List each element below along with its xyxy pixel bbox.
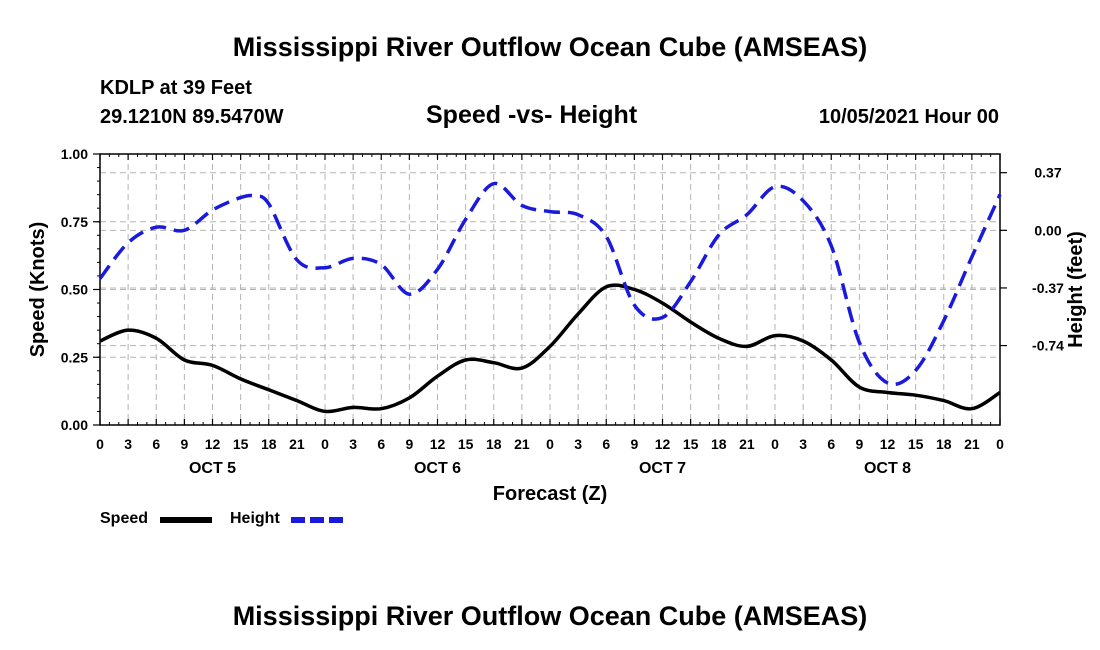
axis-layer (93, 153, 1007, 426)
y-left-tick-label: 0.75 (61, 214, 88, 230)
grid-layer (100, 154, 1000, 425)
speed-series-line (99, 283, 1001, 414)
x-tick-label: 21 (289, 436, 305, 452)
x-tick-label: 9 (855, 436, 863, 452)
x-tick-label: 6 (152, 436, 160, 452)
x-tick-label: 21 (514, 436, 530, 452)
x-tick-label: 6 (827, 436, 835, 452)
x-tick-label: 15 (233, 436, 249, 452)
day-label: OCT 6 (414, 460, 461, 477)
y-right-axis-title: Height (feet) (1065, 231, 1087, 348)
x-tick-label: 18 (486, 436, 502, 452)
y-left-axis-title: Speed (Knots) (27, 222, 49, 358)
x-tick-label: 15 (458, 436, 474, 452)
chart-title-bottom: Mississippi River Outflow Ocean Cube (AM… (232, 601, 868, 631)
y-right-tick-label: -0.74 (1032, 338, 1064, 354)
legend-speed-swatch (160, 517, 212, 523)
x-tick-label: 18 (936, 436, 952, 452)
x-tick-label: 21 (964, 436, 980, 452)
x-tick-label: 0 (546, 436, 554, 452)
y-right-tick-label: -0.37 (1032, 280, 1064, 296)
x-tick-label: 0 (96, 436, 104, 452)
y-right-tick-label: 0.37 (1034, 165, 1061, 181)
x-tick-label: 9 (180, 436, 188, 452)
x-tick-label: 9 (630, 436, 638, 452)
station-label: KDLP at 39 Feet (100, 77, 252, 99)
datetime-label: 10/05/2021 Hour 00 (818, 106, 999, 128)
chart-subtitle: Speed -vs- Height (426, 101, 638, 129)
x-tick-label: 0 (321, 436, 329, 452)
x-tick-label: 0 (771, 436, 779, 452)
coordinates-label: 29.1210N 89.5470W (100, 106, 284, 128)
x-tick-label: 12 (655, 436, 671, 452)
x-tick-label: 21 (739, 436, 755, 452)
x-tick-label: 15 (683, 436, 699, 452)
x-tick-label: 18 (711, 436, 727, 452)
x-tick-label: 9 (405, 436, 413, 452)
legend-height-swatch (291, 517, 343, 523)
x-tick-label: 3 (349, 436, 357, 452)
y-left-tick-label: 0.50 (61, 282, 88, 298)
x-tick-label: 6 (377, 436, 385, 452)
day-label: OCT 8 (864, 460, 911, 477)
y-left-tick-label: 0.25 (61, 349, 88, 365)
x-tick-label: 0 (996, 436, 1004, 452)
x-tick-label: 18 (261, 436, 277, 452)
x-tick-label: 12 (430, 436, 446, 452)
y-left-tick-label: 1.00 (61, 146, 88, 162)
x-tick-label: 12 (205, 436, 221, 452)
day-label: OCT 7 (639, 460, 686, 477)
day-label: OCT 5 (189, 460, 236, 477)
y-left-tick-label: 0.00 (61, 417, 88, 433)
x-tick-label: 3 (124, 436, 132, 452)
x-tick-label: 3 (574, 436, 582, 452)
y-right-tick-label: 0.00 (1034, 222, 1061, 238)
x-tick-label: 12 (880, 436, 896, 452)
height-series-line (98, 181, 1002, 387)
chart-title-top: Mississippi River Outflow Ocean Cube (AM… (232, 32, 868, 62)
label-layer: 0 3 6 9 12 15 18 21 0 3 6 9 12 15 18 21 0 3 6 9 12 15 18 21 0 3 6 9… (27, 146, 1087, 505)
x-axis-title: Forecast (Z) (493, 483, 607, 505)
x-tick-label: 15 (908, 436, 924, 452)
legend-height-label: Height (230, 510, 280, 527)
x-tick-label: 3 (799, 436, 807, 452)
x-tick-label: 6 (602, 436, 610, 452)
legend-speed-label: Speed (100, 510, 149, 527)
